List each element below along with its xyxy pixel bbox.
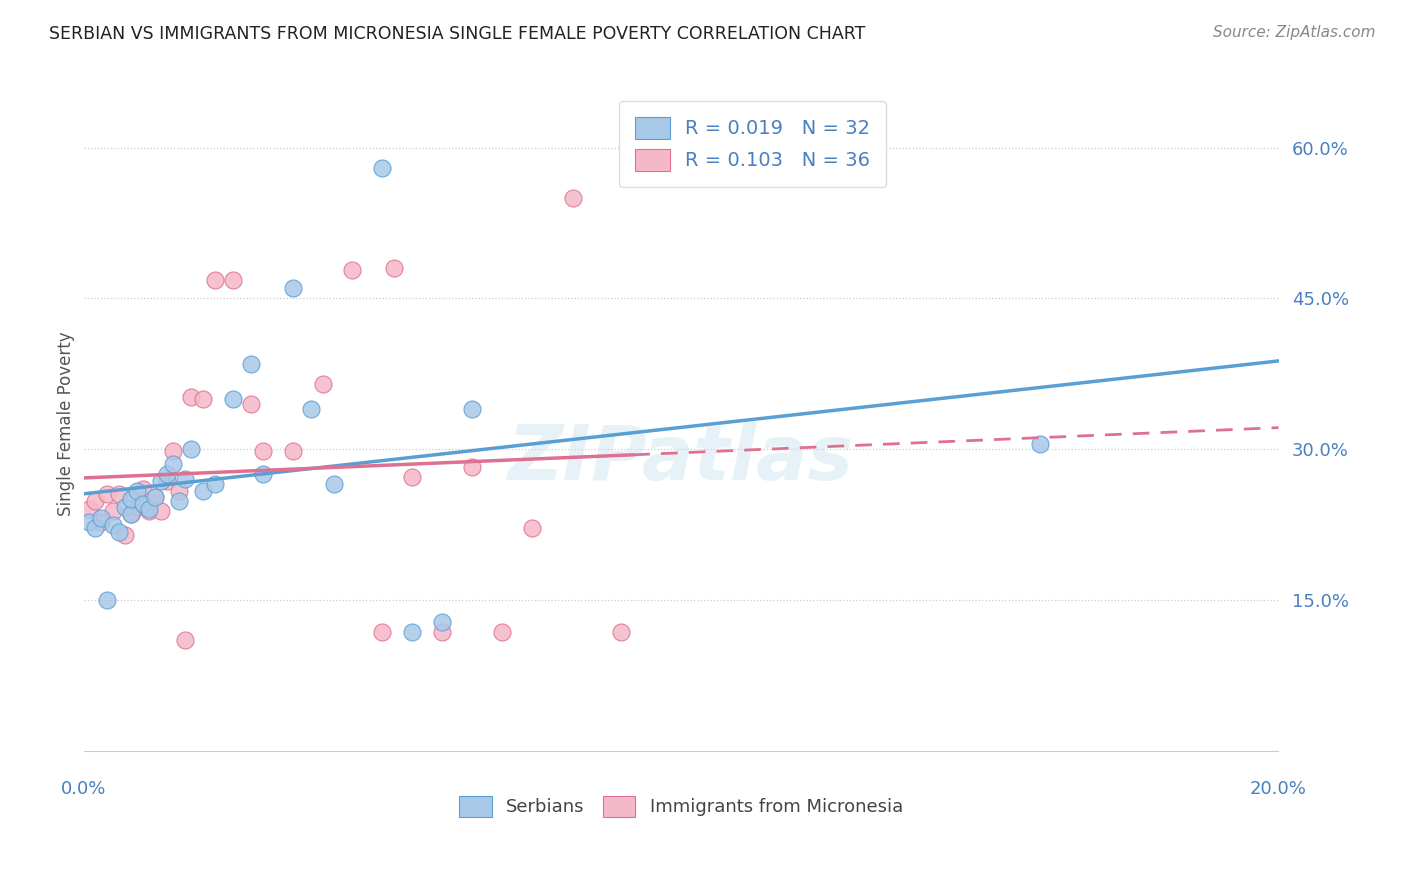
Point [120,508,142,522]
Point [252,467,274,482]
Point [610,625,633,640]
Point [156,467,179,482]
Point [281,444,304,458]
Point [401,470,423,484]
Point [382,261,405,276]
Point [143,491,166,505]
Point [120,492,142,507]
Point [143,491,166,505]
Point [96,593,118,607]
Point [239,397,262,411]
Point [461,402,484,417]
Point [114,527,136,541]
Point [430,625,453,640]
Y-axis label: Single Female Poverty: Single Female Poverty [58,332,75,516]
Point [371,625,394,640]
Point [311,376,333,391]
Text: ZIPatlas: ZIPatlas [508,422,853,496]
Point [79,515,101,529]
Point [430,615,453,629]
Point [371,161,394,175]
Point [204,477,226,491]
Point [162,444,184,458]
Point [180,442,202,457]
Point [167,494,190,508]
Point [150,475,173,489]
Point [127,500,149,515]
Point [491,625,513,640]
Point [132,483,155,497]
Point [180,390,202,404]
Point [520,520,543,534]
Point [108,487,131,501]
Point [120,508,142,522]
Point [90,510,112,524]
Point [299,402,322,417]
Point [162,457,184,471]
Point [84,520,107,534]
Point [96,487,118,501]
Text: SERBIAN VS IMMIGRANTS FROM MICRONESIA SINGLE FEMALE POVERTY CORRELATION CHART: SERBIAN VS IMMIGRANTS FROM MICRONESIA SI… [49,25,866,43]
Point [156,475,179,489]
Point [132,494,155,508]
Point [222,273,245,287]
Point [103,517,125,532]
Point [174,472,197,486]
Point [342,263,364,277]
Point [461,460,484,475]
Point [191,484,214,499]
Point [252,444,274,458]
Point [222,392,245,406]
Point [138,504,160,518]
Point [562,191,585,205]
Point [79,502,101,516]
Point [150,504,173,518]
Point [174,633,197,648]
Point [108,524,131,539]
Point [84,494,107,508]
Point [204,273,226,287]
Point [127,484,149,499]
Point [401,625,423,640]
Point [281,281,304,295]
Point [138,502,160,516]
Point [167,484,190,499]
Point [191,392,214,406]
Text: Source: ZipAtlas.com: Source: ZipAtlas.com [1212,25,1375,40]
Point [1028,437,1050,451]
Point [114,500,136,515]
Legend: Serbians, Immigrants from Micronesia: Serbians, Immigrants from Micronesia [451,789,910,824]
Point [323,477,346,491]
Point [90,515,112,529]
Point [239,357,262,371]
Point [132,498,155,512]
Point [103,504,125,518]
